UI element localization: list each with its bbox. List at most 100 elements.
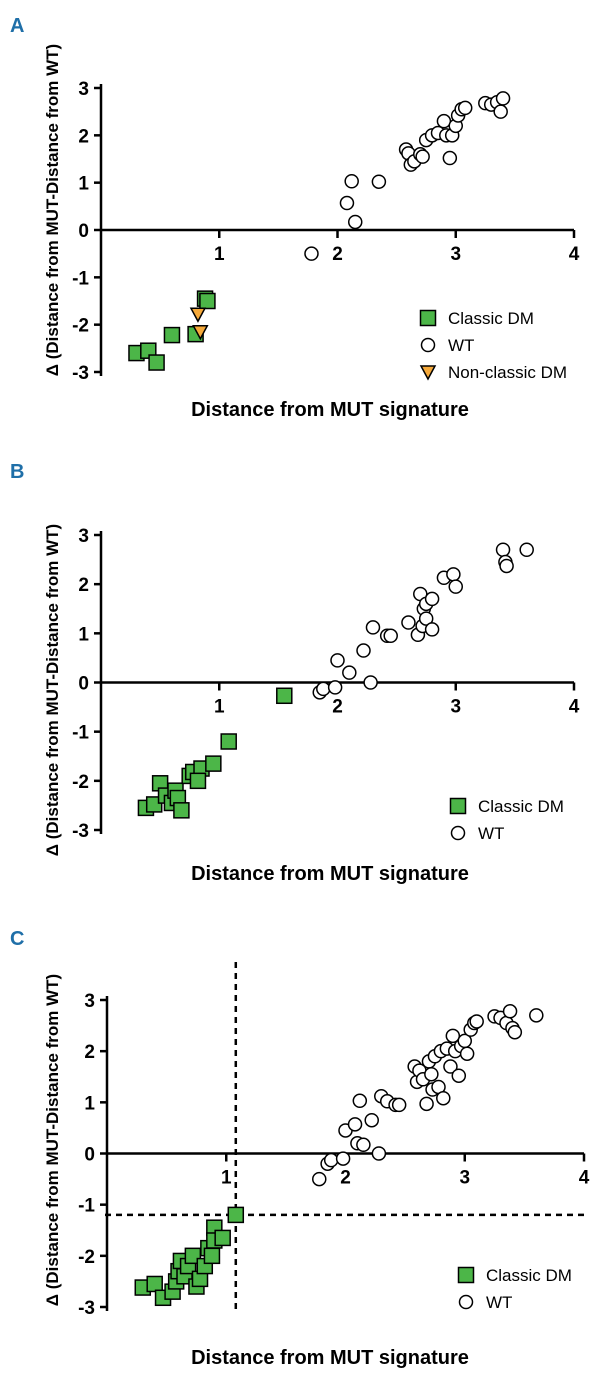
x-tick-label: 4 [569,697,580,718]
legend-marker [450,825,466,841]
wt-point [342,665,357,680]
x-tick-label: 3 [459,1168,470,1189]
y-tick-label: 1 [84,1093,95,1114]
wt-point [371,174,387,189]
wt-point [446,567,461,582]
wt-point [347,1117,363,1132]
wt-point [339,195,355,211]
wt-point [459,1046,475,1061]
wt-point [424,591,440,607]
wt-point [418,611,434,626]
wt-point [442,150,458,166]
panel-letter: B [10,461,24,483]
classic-dm-point [276,687,293,705]
legend-marker [457,1266,475,1284]
y-tick-label: 3 [84,991,95,1012]
x-tick-label: 2 [332,244,343,265]
classic-dm-point [214,1229,231,1247]
x-tick-label: 4 [579,1168,590,1189]
legend-marker [419,365,437,381]
panel-b: B 3 2 1 0 -1 -2 -3 1 2 3 4 Classic DM WT Δ (Distance f… [10,461,580,885]
wt-point [457,100,473,116]
x-tick-label: 2 [340,1168,351,1189]
wt-point [451,1068,467,1083]
wt-point [356,1137,371,1153]
wt-point [419,1096,434,1112]
classic-dm-point [173,802,190,819]
wt-point [507,1024,523,1040]
wt-point [330,653,345,668]
x-axis-label: Distance from MUT signature [191,1347,469,1369]
legend-label: Classic DM [478,797,564,816]
y-tick-label: 1 [78,174,89,195]
legend-label: WT [486,1293,512,1312]
wt-point [364,1112,379,1128]
classic-dm-point [199,292,216,310]
legend-marker [449,797,467,815]
wt-point [391,1097,407,1113]
non-classic-dm-point [189,307,207,323]
y-tick-label: -1 [72,723,89,744]
x-tick-label: 1 [214,244,225,265]
wt-point [335,1151,351,1166]
wt-point [424,1066,439,1082]
y-tick-label: -2 [72,772,89,793]
classic-dm-point [220,733,237,750]
y-tick-label: 0 [84,1145,95,1166]
legend-marker [458,1294,474,1310]
panel-c: C 3 2 1 0 -1 -2 -3 1 2 3 4 Classic DM WT Δ (Distance f… [10,928,590,1369]
legend-label: Classic DM [486,1266,572,1285]
wt-point [519,542,534,557]
wt-point [529,1008,544,1023]
wt-point [495,542,511,557]
panel-letter: A [10,15,24,37]
y-tick-label: 1 [78,624,89,645]
classic-dm-point [205,755,222,772]
wt-point [469,1014,484,1029]
wt-point [436,113,452,129]
y-tick-label: -1 [72,268,89,289]
wt-point [356,643,371,658]
y-tick-label: -2 [72,316,89,337]
wt-point [304,246,319,261]
y-tick-label: -3 [78,1298,95,1319]
x-tick-label: 3 [450,244,461,265]
legend-marker [420,337,436,353]
legend-label: Classic DM [448,309,534,328]
wt-point [344,173,359,189]
y-tick-label: 0 [78,674,89,695]
x-axis-label: Distance from MUT signature [191,863,469,885]
wt-point [316,681,331,697]
wt-point [502,1004,518,1019]
x-tick-label: 4 [569,244,580,265]
wt-point [436,1090,451,1106]
y-axis-label: Δ (Distance from MUT-Distance from WT) [43,524,62,856]
y-tick-label: -1 [78,1196,95,1217]
wt-point [371,1146,387,1161]
y-tick-label: 3 [78,79,89,100]
panel-a: A 3 2 1 0 -1 -2 -3 1 2 3 4 Classic DM WT Non-classic D… [10,15,580,421]
legend-label: WT [448,336,474,355]
wt-point [327,680,343,695]
classic-dm-point [146,1275,163,1293]
wt-point [347,214,363,230]
x-axis-label: Distance from MUT signature [191,399,469,421]
wt-point [443,1059,458,1074]
panel-letter: C [10,928,24,950]
y-axis-label: Δ (Distance from MUT-Distance from WT) [43,44,62,376]
classic-dm-point [203,1247,221,1265]
y-tick-label: -3 [72,821,89,842]
y-tick-label: 2 [78,126,89,147]
x-tick-label: 3 [450,697,461,718]
x-tick-label: 2 [332,697,343,718]
wt-point [365,620,381,635]
wt-point [499,558,514,574]
classic-dm-point [163,326,181,344]
wt-point [312,1171,327,1187]
x-tick-label: 1 [214,697,225,718]
legend-label: WT [478,824,504,843]
non-classic-dm-point [192,325,209,341]
y-tick-label: -2 [78,1247,95,1268]
wt-point [424,622,440,637]
wt-point [415,149,430,164]
